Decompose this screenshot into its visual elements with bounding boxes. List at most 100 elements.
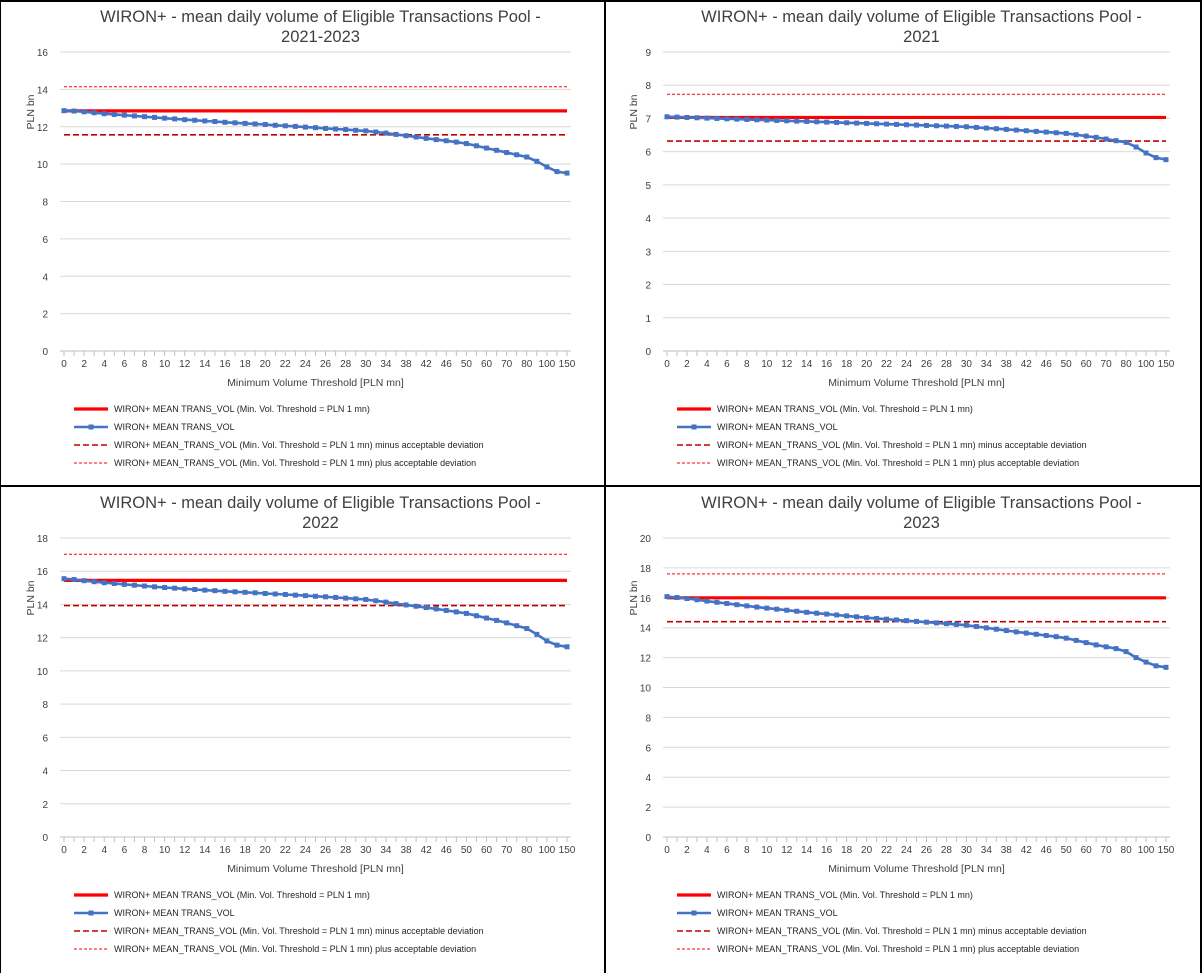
series-point (373, 598, 379, 604)
x-tick-label: 34 (981, 845, 993, 856)
series-point (212, 119, 218, 125)
x-tick-label: 100 (1138, 359, 1155, 370)
series-point (202, 587, 208, 593)
y-tick-label: 9 (645, 48, 651, 59)
series-point (222, 588, 228, 594)
x-tick-label: 38 (400, 359, 412, 370)
series-point (834, 612, 840, 618)
series-point (874, 615, 880, 621)
x-tick-label: 30 (961, 845, 973, 856)
y-tick-label: 12 (640, 654, 652, 665)
series-point (292, 123, 298, 129)
x-tick-label: 26 (320, 845, 332, 856)
x-tick-label: 24 (901, 845, 913, 856)
chart-panel-2023: WIRON+ - mean daily volume of Eligible T… (609, 490, 1200, 970)
y-tick-label: 6 (645, 148, 651, 159)
series-point (684, 596, 690, 602)
chart-title-line1: WIRON+ - mean daily volume of Eligible T… (100, 8, 541, 26)
series-point (524, 154, 530, 160)
series-point (1133, 655, 1139, 661)
series-point (923, 122, 929, 128)
y-tick-label: 8 (645, 81, 651, 92)
x-tick-label: 26 (921, 359, 933, 370)
series-point (1073, 637, 1079, 643)
x-tick-label: 100 (1138, 845, 1155, 856)
series-point (494, 617, 500, 623)
x-tick-label: 46 (1041, 845, 1053, 856)
series-point (343, 595, 349, 601)
series-point (1083, 133, 1089, 139)
x-tick-label: 8 (744, 359, 750, 370)
series-point (894, 617, 900, 623)
legend-label: WIRON+ MEAN TRANS_VOL (114, 908, 235, 918)
series-point (754, 604, 760, 610)
legend-label: WIRON+ MEAN_TRANS_VOL (Min. Vol. Thresho… (114, 458, 476, 468)
series-point (61, 108, 67, 114)
series-point (323, 125, 329, 131)
series-point (443, 138, 449, 144)
x-tick-label: 6 (724, 359, 730, 370)
x-tick-label: 20 (861, 359, 873, 370)
y-tick-label: 2 (42, 310, 48, 321)
x-tick-label: 28 (941, 845, 953, 856)
y-axis-title: PLN bn (25, 580, 37, 615)
x-tick-label: 150 (1158, 845, 1175, 856)
legend-marker (691, 424, 697, 430)
series-point (774, 117, 780, 123)
series-point (564, 170, 570, 176)
series-point (202, 118, 208, 124)
x-tick-label: 50 (461, 845, 473, 856)
series-point (1103, 136, 1109, 142)
series-point (1003, 126, 1009, 132)
series-point (373, 129, 379, 135)
series-point (1123, 649, 1129, 655)
x-tick-label: 30 (360, 359, 372, 370)
series-point (744, 116, 750, 122)
series-point (564, 644, 570, 650)
x-tick-label: 70 (501, 845, 513, 856)
series-point (111, 111, 117, 117)
chart-title-line1: WIRON+ - mean daily volume of Eligible T… (701, 494, 1142, 512)
y-tick-label: 5 (645, 181, 651, 192)
x-tick-label: 12 (179, 845, 191, 856)
x-tick-label: 150 (559, 359, 576, 370)
series-point (272, 591, 278, 597)
series-point (784, 118, 790, 124)
series-point (734, 116, 740, 122)
y-tick-label: 6 (42, 235, 48, 246)
series-point (383, 130, 389, 136)
x-tick-label: 100 (539, 845, 556, 856)
series-point (302, 124, 308, 130)
chart-title-line2: 2021 (903, 28, 940, 46)
series-point (554, 642, 560, 648)
legend-label: WIRON+ MEAN_TRANS_VOL (Min. Vol. Thresho… (717, 440, 1087, 450)
y-tick-label: 14 (37, 85, 49, 96)
series-point (242, 589, 248, 595)
series-point (172, 585, 178, 591)
chart-panel-2021: WIRON+ - mean daily volume of Eligible T… (609, 4, 1200, 482)
x-tick-label: 46 (441, 359, 453, 370)
y-tick-label: 4 (42, 272, 48, 283)
legend-label: WIRON+ MEAN TRANS_VOL (717, 422, 838, 432)
series-point (1093, 134, 1099, 140)
series-point (1033, 128, 1039, 134)
series-point (684, 114, 690, 120)
series-point (874, 121, 880, 127)
series-point (804, 609, 810, 615)
series-point (262, 590, 268, 596)
series-point (81, 578, 87, 584)
series-point (152, 114, 158, 120)
series-point (463, 141, 469, 147)
x-tick-label: 34 (380, 359, 392, 370)
x-tick-label: 80 (1121, 845, 1133, 856)
x-tick-label: 2 (81, 359, 87, 370)
series-point (694, 115, 700, 121)
legend-label: WIRON+ MEAN_TRANS_VOL (Min. Vol. Thresho… (114, 440, 484, 450)
series-point (232, 120, 238, 126)
legend-label: WIRON+ MEAN TRANS_VOL (Min. Vol. Thresho… (717, 890, 973, 900)
y-tick-label: 0 (42, 347, 48, 358)
y-tick-label: 16 (640, 594, 652, 605)
x-tick-label: 42 (421, 845, 433, 856)
legend-label: WIRON+ MEAN_TRANS_VOL (Min. Vol. Thresho… (717, 944, 1079, 954)
series-point (413, 134, 419, 140)
